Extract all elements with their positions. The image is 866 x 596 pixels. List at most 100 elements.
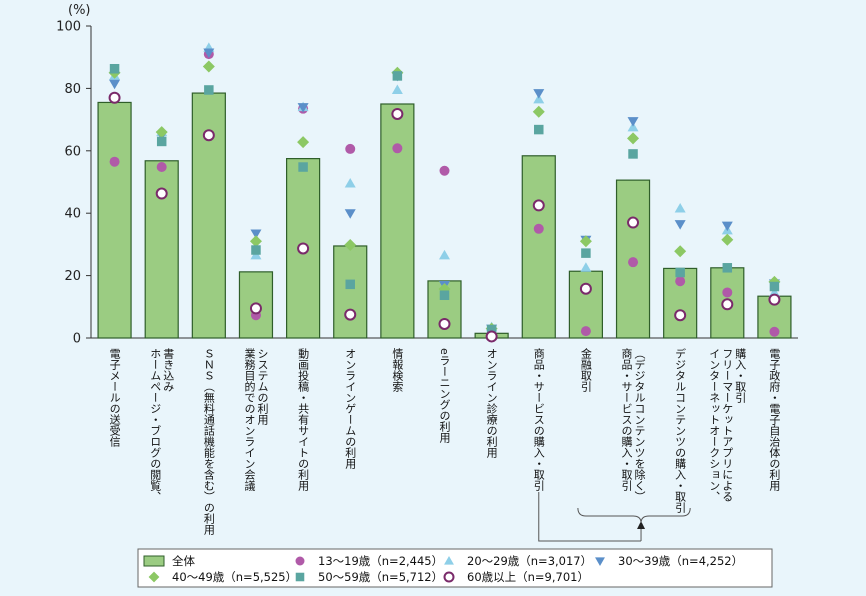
data-point (627, 117, 639, 127)
data-point (532, 199, 545, 212)
data-point (439, 249, 450, 260)
legend-label: 30～39歳（n=4,252） (618, 554, 743, 568)
data-point (722, 263, 733, 273)
group-brace (577, 507, 691, 524)
x-tick-label: デジタルコンテンツの購入・取引 (674, 347, 687, 513)
legend: 全体 13～19歳（n=2,445） 20～29歳（n=3,017） 30～39歳（n… (137, 548, 773, 588)
data-point (721, 233, 734, 246)
data-point (532, 105, 545, 118)
data-point (344, 308, 357, 321)
x-tick-label: （デジタルコンテンツを除く） (633, 348, 646, 502)
data-point (345, 279, 355, 290)
x-tick-label: 商品・サービスの購入・取引 (620, 347, 633, 491)
data-point (391, 107, 404, 120)
group-bracket (538, 492, 691, 542)
x-tick-label: システムの利用 (256, 348, 269, 426)
legend-swatch (143, 555, 165, 567)
data-point (439, 290, 450, 301)
data-point (204, 85, 214, 95)
legend-swatch (295, 572, 305, 582)
data-point (156, 136, 167, 147)
legend-swatch (444, 556, 454, 565)
x-tick-label: 情報検索 (391, 348, 404, 392)
x-tick-label: 電子政府・電子自治体の利用 (768, 348, 781, 492)
data-point (534, 124, 544, 135)
x-tick-label: 金融取引 (579, 347, 592, 392)
data-point (109, 79, 121, 90)
data-point (674, 203, 686, 213)
x-tick-label: 電子メールの送受信 (108, 348, 121, 448)
category-labels: 電子メールの送受信 ホームページ・ブログの閲覧、 書き込み ＳＮＳ（無料通話機能を含む… (108, 347, 781, 536)
data-point (202, 60, 215, 73)
data-point (675, 276, 686, 287)
bar (380, 103, 415, 339)
data-point (533, 89, 545, 99)
x-tick-label: オンライン診療の利用 (485, 348, 498, 459)
data-point (533, 223, 544, 234)
data-point (581, 248, 591, 258)
x-tick-label: 書き込み (162, 347, 175, 392)
data-point (344, 178, 356, 188)
data-point (628, 149, 638, 159)
data-point (627, 216, 640, 229)
data-point (627, 132, 640, 145)
bar (521, 155, 556, 339)
data-point (580, 326, 591, 337)
data-point (579, 235, 592, 248)
data-point (155, 187, 168, 200)
legend-label: 50～59歳（n=5,712） (318, 570, 443, 584)
data-point (108, 91, 121, 104)
data-point (580, 262, 592, 272)
x-tick-label: eラーニングの利用 (438, 348, 451, 443)
x-tick-label: オンラインゲームの利用 (344, 348, 357, 470)
data-point (579, 282, 592, 295)
data-point (486, 324, 497, 335)
legend-swatch (595, 557, 605, 566)
data-point (392, 143, 403, 154)
data-point (674, 245, 687, 258)
data-point (109, 63, 120, 74)
legend-label: 40～49歳（n=5,525） (172, 570, 297, 584)
data-point (156, 162, 167, 173)
data-point (768, 293, 781, 306)
legend-box (137, 548, 773, 588)
x-tick-label: ＳＮＳ（無料通話機能を含む）の利用 (202, 348, 215, 536)
data-point (297, 103, 309, 113)
data-point (250, 229, 262, 239)
data-point (485, 330, 498, 343)
bar (97, 101, 132, 339)
data-point (344, 209, 356, 219)
data-point (628, 257, 639, 268)
data-point (675, 267, 685, 278)
data-point (391, 84, 403, 94)
x-tick-label: 商品・サービスの購入・取引 (532, 347, 545, 491)
legend-label: 60歳以上（n=9,701） (467, 570, 589, 584)
data-point (251, 245, 261, 255)
data-point (297, 242, 310, 255)
marker-series (108, 42, 781, 343)
data-point (202, 129, 215, 142)
legend-label: 全体 (172, 554, 195, 568)
bar-series (97, 92, 792, 339)
x-tick-label: 動画投稿・共有サイトの利用 (297, 347, 310, 492)
x-tick-label: 購入・取引 (734, 347, 747, 403)
x-tick-label: ホームページ・ブログの閲覧、 (149, 348, 162, 502)
data-point (438, 317, 451, 330)
data-point (722, 287, 733, 298)
data-point (674, 220, 686, 230)
y-tick-label: 100 (56, 20, 81, 35)
x-tick-label: フリーマーケットアプリによる (721, 348, 734, 502)
data-point (345, 143, 356, 154)
bar (333, 245, 368, 339)
bracket-arrow (637, 521, 646, 529)
data-point (344, 239, 357, 252)
data-point (721, 221, 733, 232)
y-tick-label: 60 (64, 144, 81, 159)
data-point (155, 126, 168, 139)
legend-label: 20～29歳（n=3,017） (467, 554, 592, 568)
y-tick-label: 20 (64, 269, 81, 284)
data-point (769, 281, 780, 292)
bar (238, 271, 274, 339)
x-tick-label: インターネットオークション、 (708, 348, 721, 502)
